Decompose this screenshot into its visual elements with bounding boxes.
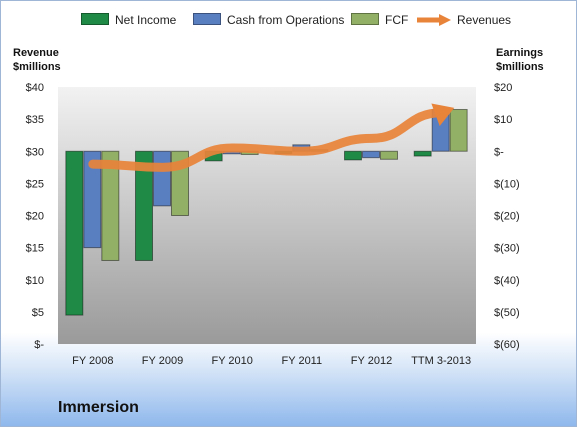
right-tick-label: $10 [494,114,512,126]
legend-item-cfo: Cash from Operations [193,13,344,27]
left-tick-label: $20 [26,211,44,223]
x-tick-label: TTM 3-2013 [411,355,471,367]
bar-net-income [344,150,362,161]
right-axis-title: Earnings $millions [496,46,544,74]
right-tick-label: $(10) [494,178,520,190]
x-tick-label: FY 2011 [282,355,323,367]
revenue-line-group [88,103,455,172]
legend-item-net-income: Net Income [81,13,176,27]
legend-arrow-revenues [417,14,451,26]
left-axis-title-line2: $millions [13,61,61,73]
left-tick-label: $25 [26,178,44,190]
bar-cfo [362,150,380,159]
x-tick-label: FY 2012 [351,355,392,367]
right-axis-ticks: $(60) $(50) $(40) $(30) $(20) $(10) $- $10 $20 [494,82,520,351]
left-tick-label: $- [34,339,44,351]
legend-swatch-net-income [81,13,109,25]
right-tick-label: $(30) [494,243,520,255]
right-tick-label: $(50) [494,307,520,319]
legend-label-revenues: Revenues [457,13,512,27]
left-tick-label: $15 [26,243,44,255]
left-axis-title: Revenue $millions [13,46,61,74]
bar-net-income [65,150,84,316]
legend-label-net-income: Net Income [115,13,177,27]
left-tick-label: $35 [26,114,44,126]
bar-cfo [83,150,102,249]
bar-fcf [449,108,468,152]
left-axis-ticks: $- $5 $10 $15 $20 $25 $30 $35 $40 [26,82,45,351]
bar-fcf [101,150,120,261]
bar-net-income [413,150,432,157]
x-tick-label: FY 2010 [211,355,252,367]
legend-item-fcf: FCF [351,13,408,27]
legend-item-revenues: Revenues [415,13,511,27]
left-axis-title-line1: Revenue [13,47,59,59]
x-axis-labels: FY 2008 FY 2009 FY 2010 FY 2011 FY 2012 TTM 3… [72,355,471,367]
revenue-arrow-head [431,103,455,127]
right-tick-label: $(40) [494,275,520,287]
company-name: Immersion [58,399,139,416]
legend-swatch-cfo [193,13,221,25]
bar-net-income [135,150,153,261]
left-tick-label: $30 [26,146,44,158]
right-tick-label: $- [494,146,504,158]
legend-label-cfo: Cash from Operations [227,13,345,27]
right-tick-label: $(20) [494,211,520,223]
x-tick-label: FY 2009 [142,355,183,367]
revenue-line [88,108,446,172]
right-tick-label: $20 [494,82,512,94]
legend-label-fcf: FCF [385,13,409,27]
right-tick-label: $(60) [494,339,520,351]
bar-fcf [380,150,398,160]
x-tick-label: FY 2008 [72,355,113,367]
left-tick-label: $40 [26,82,44,94]
right-axis-title-line2: $millions [496,61,544,73]
left-tick-label: $10 [26,275,44,287]
bar-cfo [153,150,171,207]
legend-swatch-fcf [351,13,379,25]
left-tick-label: $5 [32,307,44,319]
right-axis-title-line1: Earnings [496,47,544,59]
